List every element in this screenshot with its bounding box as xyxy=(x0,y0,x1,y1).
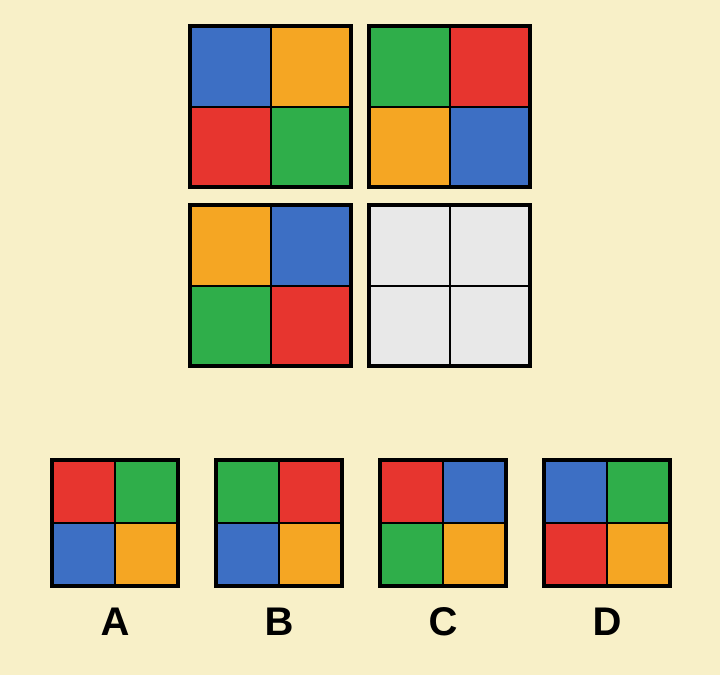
answer-label-c: C xyxy=(378,600,508,645)
cell-0 xyxy=(191,206,271,286)
cell-0 xyxy=(53,461,115,523)
cell-2 xyxy=(381,523,443,585)
cell-2 xyxy=(370,107,450,187)
puzzle-tile-bottom-right xyxy=(367,203,532,368)
cell-1 xyxy=(450,27,530,107)
puzzle-grid xyxy=(188,24,532,368)
cell-2 xyxy=(545,523,607,585)
cell-2 xyxy=(191,286,271,366)
cell-2 xyxy=(53,523,115,585)
answer-option-a[interactable] xyxy=(50,458,180,588)
cell-3 xyxy=(271,107,351,187)
cell-2 xyxy=(217,523,279,585)
cell-0 xyxy=(381,461,443,523)
cell-2 xyxy=(370,286,450,366)
cell-2 xyxy=(191,107,271,187)
answer-option-b[interactable] xyxy=(214,458,344,588)
answer-option-d[interactable] xyxy=(542,458,672,588)
cell-3 xyxy=(115,523,177,585)
cell-0 xyxy=(217,461,279,523)
cell-1 xyxy=(271,206,351,286)
cell-1 xyxy=(443,461,505,523)
puzzle-tile-bottom-left xyxy=(188,203,353,368)
cell-0 xyxy=(191,27,271,107)
cell-3 xyxy=(607,523,669,585)
answer-label-b: B xyxy=(214,600,344,645)
cell-1 xyxy=(607,461,669,523)
answer-label-a: A xyxy=(50,600,180,645)
cell-1 xyxy=(271,27,351,107)
cell-0 xyxy=(545,461,607,523)
cell-1 xyxy=(279,461,341,523)
puzzle-tile-top-left xyxy=(188,24,353,189)
labels-row: ABCD xyxy=(50,600,672,645)
cell-3 xyxy=(271,286,351,366)
cell-3 xyxy=(279,523,341,585)
cell-1 xyxy=(450,206,530,286)
answer-row xyxy=(50,458,672,588)
cell-0 xyxy=(370,27,450,107)
puzzle-tile-top-right xyxy=(367,24,532,189)
cell-3 xyxy=(450,107,530,187)
answer-option-c[interactable] xyxy=(378,458,508,588)
cell-1 xyxy=(115,461,177,523)
cell-3 xyxy=(450,286,530,366)
cell-3 xyxy=(443,523,505,585)
cell-0 xyxy=(370,206,450,286)
answer-label-d: D xyxy=(542,600,672,645)
